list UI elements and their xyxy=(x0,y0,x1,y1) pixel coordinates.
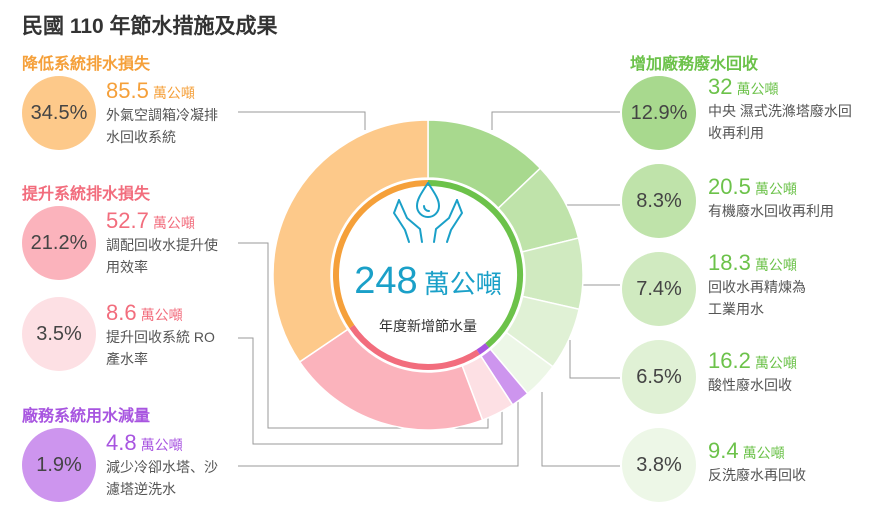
amount-unit: 萬公噸 xyxy=(152,85,195,101)
donut-slice xyxy=(272,119,429,363)
water-hands-icon xyxy=(393,182,463,243)
desc-line: 水回收系統 xyxy=(106,129,176,145)
amount-value: 32 xyxy=(708,74,733,99)
leader-line-9 xyxy=(541,392,620,467)
donut-group-ring xyxy=(476,343,490,355)
donut-slice xyxy=(298,328,484,431)
center-total-value: 248 xyxy=(354,260,418,302)
percent-badge-5: 12.9% xyxy=(622,76,696,150)
amount-unit: 萬公噸 xyxy=(152,215,195,231)
desc-line: 產水率 xyxy=(106,351,148,367)
donut-group-ring xyxy=(427,180,523,348)
leader-line-4 xyxy=(238,390,519,467)
leader-lines xyxy=(238,111,620,467)
leader-line-5 xyxy=(491,111,620,130)
amount-unit: 萬公噸 xyxy=(754,257,797,273)
item-desc-5: 中央 濕式洗滌塔廢水回 收再利用 xyxy=(708,100,852,144)
section-title-recycle: 增加廠務廢水回收 xyxy=(630,56,759,73)
percent-badge-4: 1.9% xyxy=(22,428,96,502)
item-desc-9: 反洗廢水再回收 xyxy=(708,464,806,486)
amount-unit: 萬公噸 xyxy=(754,355,797,371)
desc-line: 工業用水 xyxy=(708,301,764,317)
percent-badge-2: 21.2% xyxy=(22,206,96,280)
percent-badge-7: 7.4% xyxy=(622,252,696,326)
desc-line: 調配回收水提升使 xyxy=(106,237,218,253)
desc-line: 中央 濕式洗滌塔廢水回 xyxy=(708,103,852,119)
desc-line: 外氣空調箱冷凝排 xyxy=(106,107,218,123)
desc-line: 提升回收系統 RO xyxy=(106,329,215,345)
amount-value: 9.4 xyxy=(708,438,739,463)
item-desc-1: 外氣空調箱冷凝排 水回收系統 xyxy=(106,104,218,148)
center-total-unit: 萬公噸 xyxy=(423,269,502,299)
amount-unit: 萬公噸 xyxy=(736,81,779,97)
item-desc-4: 減少冷卻水塔、沙 濾塔逆洗水 xyxy=(106,456,218,500)
donut-group-ring xyxy=(349,324,480,370)
section-title-reduce-loss: 降低系統排水損失 xyxy=(22,56,151,73)
section-title-improve-loss: 提升系統排水損失 xyxy=(22,186,151,203)
item-desc-8: 酸性廢水回收 xyxy=(708,374,792,396)
desc-line: 收再利用 xyxy=(708,125,764,141)
leader-line-8 xyxy=(569,340,620,379)
desc-line: 濾塔逆洗水 xyxy=(106,481,176,497)
center-label: 年度新增節水量 xyxy=(379,318,477,334)
item-desc-7: 回收水再精煉為 工業用水 xyxy=(708,276,806,320)
amount-9: 9.4 萬公噸 xyxy=(708,440,785,463)
amount-5: 32 萬公噸 xyxy=(708,76,778,99)
amount-2: 52.7 萬公噸 xyxy=(106,210,195,233)
amount-value: 20.5 xyxy=(708,174,751,199)
desc-line: 用效率 xyxy=(106,259,148,275)
amount-value: 8.6 xyxy=(106,300,137,325)
amount-unit: 萬公噸 xyxy=(742,445,785,461)
percent-badge-9: 3.8% xyxy=(622,428,696,502)
section-title-plant-reduce: 廠務系統用水減量 xyxy=(22,408,151,425)
amount-6: 20.5 萬公噸 xyxy=(708,176,797,199)
percent-badge-3: 3.5% xyxy=(22,297,96,371)
donut-group-ring xyxy=(333,180,429,329)
item-desc-3: 提升回收系統 RO 產水率 xyxy=(106,326,215,370)
amount-unit: 萬公噸 xyxy=(140,437,183,453)
amount-unit: 萬公噸 xyxy=(140,307,183,323)
amount-value: 16.2 xyxy=(708,348,751,373)
amount-3: 8.6 萬公噸 xyxy=(106,302,183,325)
leader-line-1 xyxy=(238,111,366,130)
leader-line-2 xyxy=(238,242,489,429)
desc-line: 減少冷卻水塔、沙 xyxy=(106,459,218,475)
desc-line: 酸性廢水回收 xyxy=(708,377,792,393)
percent-badge-8: 6.5% xyxy=(622,340,696,414)
amount-7: 18.3 萬公噸 xyxy=(708,252,797,275)
center-total: 248 萬公噸 xyxy=(330,260,526,303)
item-desc-2: 調配回收水提升使 用效率 xyxy=(106,234,218,278)
item-desc-6: 有機廢水回收再利用 xyxy=(708,200,834,222)
donut-chart xyxy=(272,119,584,431)
amount-value: 4.8 xyxy=(106,430,137,455)
amount-1: 85.5 萬公噸 xyxy=(106,80,195,103)
amount-value: 18.3 xyxy=(708,250,751,275)
amount-unit: 萬公噸 xyxy=(754,181,797,197)
percent-badge-1: 34.5% xyxy=(22,76,96,150)
amount-4: 4.8 萬公噸 xyxy=(106,432,183,455)
desc-line: 反洗廢水再回收 xyxy=(708,467,806,483)
percent-badge-6: 8.3% xyxy=(622,164,696,238)
desc-line: 回收水再精煉為 xyxy=(708,279,806,295)
leader-line-3 xyxy=(238,337,503,445)
desc-line: 有機廢水回收再利用 xyxy=(708,203,834,219)
amount-8: 16.2 萬公噸 xyxy=(708,350,797,373)
amount-value: 52.7 xyxy=(106,208,149,233)
page-title: 民國 110 年節水措施及成果 xyxy=(22,15,278,38)
amount-value: 85.5 xyxy=(106,78,149,103)
